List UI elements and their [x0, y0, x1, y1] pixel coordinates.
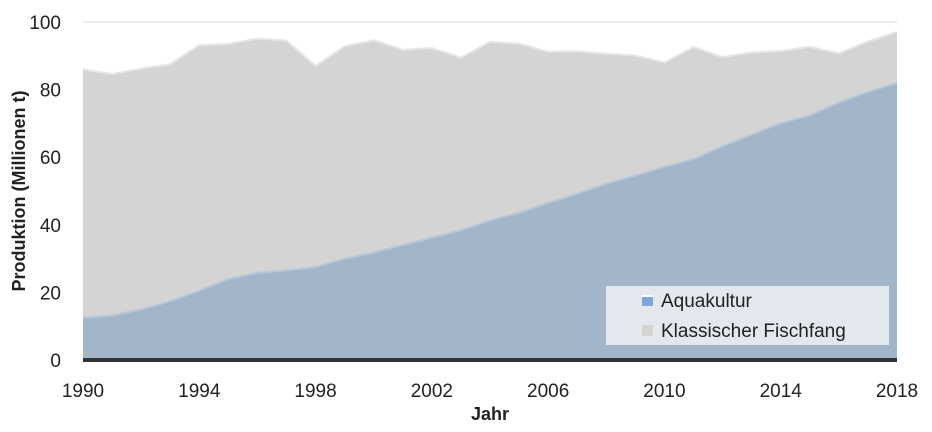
legend-swatch-klassischer-fischfang: [642, 325, 653, 336]
x-tick-label-2002: 2002: [411, 381, 453, 402]
legend-background: [606, 286, 889, 345]
x-tick-label-1990: 1990: [62, 381, 104, 402]
legend-swatch-aquakultur-highlight: [642, 295, 653, 297]
axes: 0 20 40 60 80 100 1990 1994 1998 2002 2006 2010 2014…: [29, 13, 918, 402]
legend-label-aquakultur: Aquakultur: [661, 291, 753, 312]
y-tick-label-40: 40: [40, 216, 61, 237]
x-tick-label-2010: 2010: [643, 381, 685, 402]
line-klassischer-fischfang: [82, 30, 898, 76]
y-tick-label-80: 80: [40, 81, 61, 102]
x-tick-label-2006: 2006: [527, 381, 569, 402]
legend-swatch-aquakultur: [642, 295, 653, 306]
y-axis-title: Produktion (Millionen t): [9, 91, 29, 292]
legend: Aquakultur Klassischer Fischfang: [606, 286, 889, 345]
x-axis-title: Jahr: [471, 404, 509, 424]
x-tick-label-2018: 2018: [876, 381, 918, 402]
x-tick-label-2014: 2014: [760, 381, 803, 402]
line-aquakultur: [82, 81, 898, 319]
legend-label-klassischer-fischfang: Klassischer Fischfang: [661, 321, 846, 342]
x-tick-label-1994: 1994: [178, 381, 221, 402]
y-tick-label-100: 100: [29, 13, 61, 34]
y-tick-label-60: 60: [40, 148, 61, 169]
x-tick-label-1998: 1998: [294, 381, 336, 402]
y-tick-label-20: 20: [40, 283, 61, 304]
y-tick-label-0: 0: [50, 351, 61, 372]
